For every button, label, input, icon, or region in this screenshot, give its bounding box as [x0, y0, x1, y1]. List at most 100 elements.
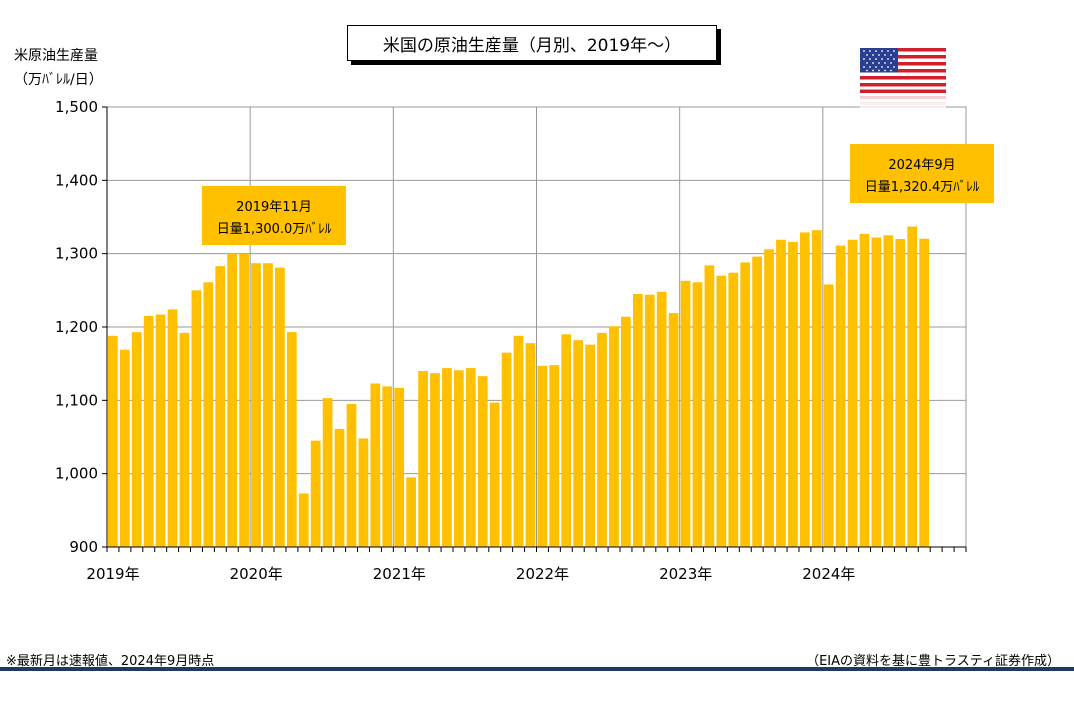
x-tick-label: 2021年 — [373, 565, 426, 583]
bar-2023-05 — [728, 272, 739, 547]
bar-2023-04 — [716, 275, 727, 547]
bar-2022-10 — [644, 294, 655, 547]
y-tick-label: 1,100 — [55, 391, 98, 409]
bar-2021-07 — [465, 368, 476, 547]
y-unit-line2: （万ﾊﾞﾚﾙ/日） — [14, 72, 103, 88]
bar-2020-02 — [263, 263, 273, 547]
callout-2019-11-value: 日量1,300.0万ﾊﾞﾚﾙ — [216, 222, 332, 237]
callout-2019-11-date: 2019年11月 — [236, 200, 312, 215]
bar-2024-04 — [859, 233, 870, 547]
callout-2024-09: 2024年9月 日量1,320.4万ﾊﾞﾚﾙ — [850, 144, 994, 203]
x-tick-label: 2024年 — [802, 565, 855, 583]
bar-2021-01 — [394, 387, 405, 547]
y-tick-label: 1,200 — [55, 318, 98, 336]
bar-2019-10 — [215, 266, 226, 547]
bar-2024-09 — [919, 238, 930, 547]
bar-2022-03 — [561, 334, 572, 547]
y-tick-label: 900 — [69, 538, 98, 556]
bar-2020-11 — [370, 383, 381, 547]
bar-2021-10 — [501, 352, 512, 547]
bar-2024-06 — [883, 235, 894, 548]
x-tick-labels: 2019年 2020年 2021年 2022年 2023年 2024年 — [86, 565, 855, 583]
callout-2024-09-value: 日量1,320.4万ﾊﾞﾚﾙ — [864, 180, 980, 195]
bar-2022-08 — [621, 316, 631, 547]
bar-2022-04 — [573, 340, 584, 547]
y-axis-unit: 米原油生産量 （万ﾊﾞﾚﾙ/日） — [14, 44, 103, 92]
bar-2023-03 — [704, 265, 715, 547]
bar-2024-08 — [907, 226, 918, 548]
bar-2022-07 — [609, 326, 619, 547]
y-tick-label: 1,300 — [55, 245, 98, 263]
bar-2020-06 — [310, 440, 321, 547]
bar-2023-06 — [740, 262, 751, 547]
y-unit-line1: 米原油生産量 — [14, 48, 98, 64]
bar-2019-02 — [119, 349, 130, 547]
y-tick-label: 1,500 — [55, 98, 98, 116]
bar-2020-05 — [298, 493, 309, 547]
bar-2024-03 — [847, 239, 858, 547]
bar-2023-01 — [680, 280, 691, 547]
bar-2020-01 — [251, 263, 261, 547]
bar-2021-12 — [525, 343, 536, 547]
x-tick-label: 2023年 — [659, 565, 712, 583]
footnote: ※最新月は速報値、2024年9月時点 — [6, 654, 215, 669]
bar-2020-03 — [275, 267, 285, 547]
x-tick-label: 2020年 — [230, 565, 283, 583]
bar-2021-03 — [418, 371, 428, 547]
bar-2020-04 — [286, 332, 297, 547]
bar-2023-10 — [788, 241, 798, 547]
bar-2019-11 — [227, 253, 238, 547]
chart-title: 米国の原油生産量（月別、2019年～） — [347, 25, 717, 61]
bar-2021-05 — [442, 368, 452, 547]
bar-2023-02 — [692, 282, 703, 547]
bar-2022-06 — [597, 332, 607, 547]
bar-2022-09 — [632, 294, 643, 547]
bar-2024-01 — [823, 284, 834, 547]
source-note: （EIAの資料を基に豊トラスティ証券作成） — [806, 654, 1060, 669]
bar-2022-02 — [549, 365, 560, 547]
y-tick-labels: 900 1,000 1,100 1,200 1,300 1,400 1,500 — [55, 98, 98, 556]
bar-2020-12 — [382, 386, 393, 547]
x-tick-label: 2019年 — [86, 565, 139, 583]
bar-2021-06 — [453, 370, 464, 547]
bar-2024-05 — [871, 237, 882, 548]
callout-2024-09-date: 2024年9月 — [888, 158, 956, 173]
callout-2019-11: 2019年11月 日量1,300.0万ﾊﾞﾚﾙ — [202, 186, 346, 245]
y-tick-label: 1,000 — [55, 465, 98, 483]
bar-2022-05 — [585, 344, 595, 547]
bar-2021-11 — [513, 335, 524, 547]
bar-2019-08 — [191, 290, 202, 547]
bar-2022-01 — [537, 365, 548, 547]
axes — [102, 106, 967, 552]
bar-2023-12 — [811, 230, 822, 547]
bar-2020-07 — [322, 398, 333, 547]
bar-2024-02 — [835, 245, 846, 547]
bar-2019-09 — [203, 282, 214, 547]
bar-2022-11 — [656, 291, 667, 547]
bar-2023-08 — [764, 249, 774, 547]
bar-2023-07 — [752, 256, 762, 547]
bar-2020-08 — [334, 428, 345, 547]
bar-2021-02 — [406, 477, 416, 547]
bar-2019-03 — [131, 332, 142, 547]
bar-2020-10 — [358, 438, 369, 547]
bar-2023-09 — [776, 239, 786, 547]
bar-2023-11 — [799, 232, 810, 547]
us-flag-icon — [860, 48, 946, 110]
bar-2020-09 — [346, 404, 357, 547]
bar-2021-08 — [477, 376, 488, 547]
footer-divider — [0, 667, 1074, 671]
bar-2019-07 — [179, 332, 190, 547]
chart-title-text: 米国の原油生産量（月別、2019年～） — [382, 35, 682, 56]
bar-2022-12 — [668, 313, 679, 547]
bar-2019-06 — [167, 309, 178, 547]
bar-2021-04 — [430, 373, 440, 547]
x-tick-label: 2022年 — [516, 565, 569, 583]
bar-2019-04 — [143, 316, 154, 547]
bars — [108, 226, 930, 548]
bar-2021-09 — [489, 402, 500, 547]
bar-2019-12 — [239, 253, 249, 547]
bar-2024-07 — [895, 239, 906, 547]
bar-2019-05 — [155, 314, 166, 547]
